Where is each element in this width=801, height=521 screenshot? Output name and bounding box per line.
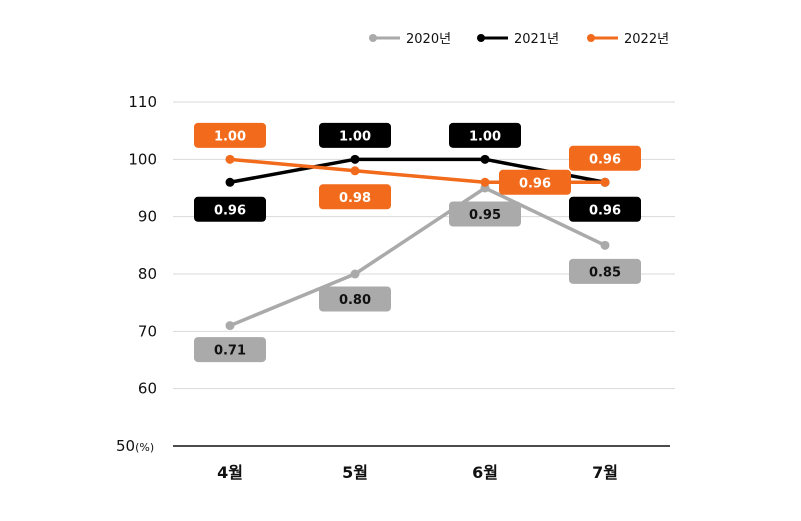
data-label: 0.71 (214, 344, 246, 359)
x-tick-label: 6월 (472, 463, 498, 482)
data-label-box (194, 337, 266, 363)
data-label-box (449, 122, 521, 148)
data-point (225, 321, 235, 331)
data-label: 1.00 (214, 129, 246, 144)
data-point (600, 177, 610, 187)
legend-marker (369, 34, 377, 42)
y-tick-label: 100 (128, 150, 157, 168)
y-tick-label: 110 (128, 93, 157, 111)
y-tick-label: 60 (138, 380, 157, 398)
data-label-box (569, 258, 641, 284)
data-point (350, 269, 360, 279)
x-tick-label: 5월 (342, 463, 368, 482)
data-label: 0.95 (469, 208, 501, 223)
legend-label: 2022년 (624, 32, 669, 47)
data-label: 0.85 (589, 265, 621, 280)
data-label: 0.96 (519, 176, 551, 191)
legend-marker (587, 34, 595, 42)
data-label: 0.80 (339, 293, 371, 308)
data-label-box (569, 145, 641, 171)
x-tick-label: 4월 (217, 463, 243, 482)
data-point (480, 177, 490, 187)
legend-marker (477, 34, 485, 42)
data-label: 1.00 (339, 129, 371, 144)
series-line (229, 186, 606, 328)
data-label-box (319, 286, 391, 312)
legend-label: 2021년 (514, 32, 559, 47)
data-label-box (319, 184, 391, 210)
data-label-box (499, 169, 571, 195)
data-point (480, 154, 490, 164)
y-base-label: 50(%) (116, 437, 154, 455)
data-label: 0.98 (339, 191, 371, 206)
data-point (350, 154, 360, 164)
x-tick-label: 7월 (592, 463, 618, 482)
data-label: 1.00 (469, 129, 501, 144)
data-point (225, 154, 235, 164)
data-label-box (569, 196, 641, 222)
y-tick-label: 90 (138, 208, 157, 226)
data-label-box (194, 196, 266, 222)
y-tick-label: 70 (138, 322, 157, 340)
y-tick-label: 80 (138, 265, 157, 283)
data-label: 0.96 (214, 203, 246, 218)
data-label-box (194, 122, 266, 148)
data-label: 0.96 (589, 152, 621, 167)
data-point (350, 166, 360, 176)
data-point (225, 177, 235, 187)
data-label-box (449, 201, 521, 227)
data-label-box (319, 122, 391, 148)
data-label: 0.96 (589, 203, 621, 218)
data-point (600, 240, 610, 250)
legend-label: 2020년 (406, 32, 451, 47)
